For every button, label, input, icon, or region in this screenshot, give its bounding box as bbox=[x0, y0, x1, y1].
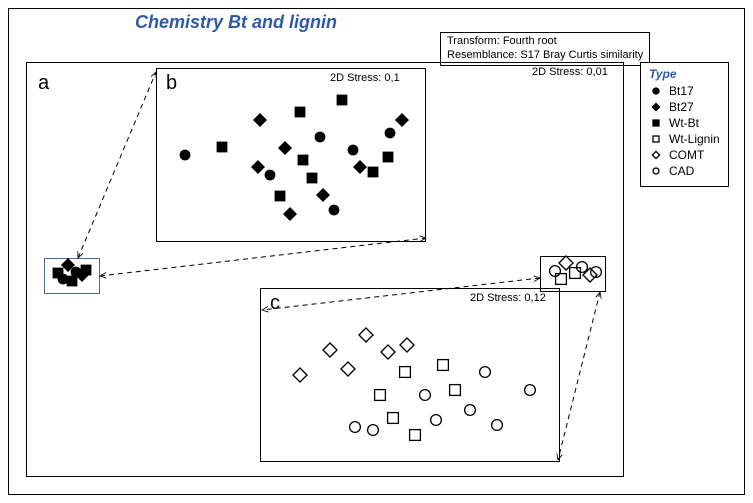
marker-square bbox=[307, 173, 318, 184]
marker-open-square bbox=[570, 268, 581, 279]
marker-open-diamond bbox=[293, 368, 307, 382]
marker-open-square bbox=[375, 390, 386, 401]
marker-circle bbox=[180, 150, 191, 161]
marker-square bbox=[81, 265, 92, 276]
marker-circle bbox=[348, 145, 359, 156]
marker-open-circle bbox=[368, 425, 379, 436]
marker-circle bbox=[385, 128, 396, 139]
marker-diamond bbox=[251, 160, 265, 174]
marker-diamond bbox=[278, 141, 292, 155]
markers-layer bbox=[0, 0, 753, 503]
marker-open-diamond bbox=[359, 328, 373, 342]
marker-circle bbox=[265, 170, 276, 181]
marker-open-circle bbox=[465, 405, 476, 416]
marker-diamond bbox=[395, 113, 409, 127]
marker-square bbox=[337, 95, 348, 106]
marker-square bbox=[275, 191, 286, 202]
marker-diamond bbox=[353, 160, 367, 174]
marker-diamond bbox=[253, 113, 267, 127]
marker-open-diamond bbox=[323, 343, 337, 357]
marker-open-circle bbox=[350, 422, 361, 433]
marker-open-circle bbox=[492, 420, 503, 431]
marker-diamond bbox=[316, 188, 330, 202]
marker-open-square bbox=[400, 367, 411, 378]
marker-circle bbox=[329, 205, 340, 216]
marker-square bbox=[295, 107, 306, 118]
marker-open-diamond bbox=[400, 338, 414, 352]
marker-square bbox=[67, 276, 78, 287]
marker-open-circle bbox=[420, 390, 431, 401]
marker-square bbox=[217, 142, 228, 153]
marker-open-diamond bbox=[381, 345, 395, 359]
marker-open-circle bbox=[431, 415, 442, 426]
marker-square bbox=[298, 155, 309, 166]
marker-open-square bbox=[410, 430, 421, 441]
marker-circle bbox=[315, 132, 326, 143]
marker-open-diamond bbox=[583, 268, 597, 282]
marker-square bbox=[368, 167, 379, 178]
marker-circle bbox=[58, 274, 69, 285]
marker-open-circle bbox=[525, 385, 536, 396]
marker-open-diamond bbox=[341, 362, 355, 376]
marker-square bbox=[383, 152, 394, 163]
marker-open-square bbox=[388, 413, 399, 424]
marker-open-circle bbox=[480, 367, 491, 378]
marker-open-square bbox=[450, 385, 461, 396]
marker-open-square bbox=[438, 360, 449, 371]
marker-diamond bbox=[283, 207, 297, 221]
